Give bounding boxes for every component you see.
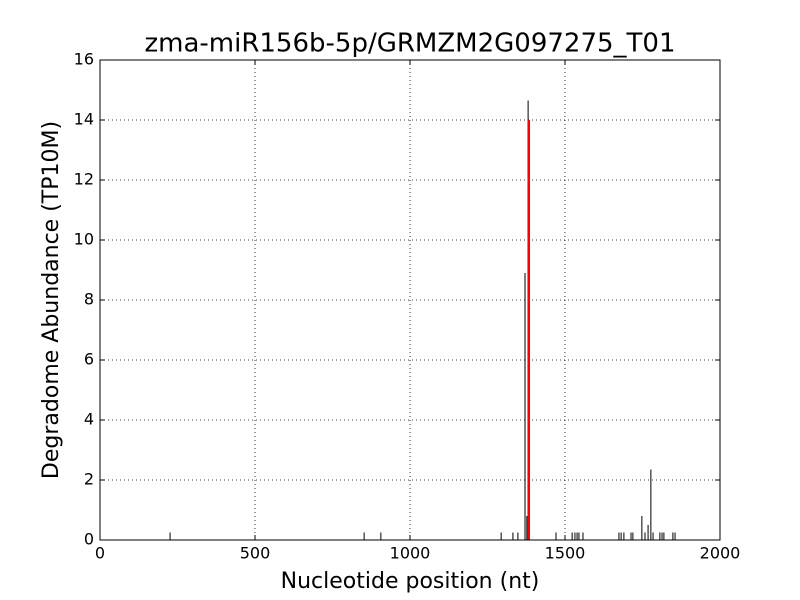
y-tick-label: 16 (74, 50, 94, 69)
x-tick-label: 2000 (700, 544, 741, 563)
x-axis-label: Nucleotide position (nt) (281, 569, 540, 594)
x-tick-label: 1000 (390, 544, 431, 563)
y-tick-label: 4 (84, 410, 94, 429)
x-tick-label: 1500 (545, 544, 586, 563)
y-tick-label: 10 (74, 230, 94, 249)
y-tick-label: 12 (74, 170, 94, 189)
x-tick-label: 0 (95, 544, 105, 563)
plot-frame (99, 59, 721, 541)
y-tick-label: 0 (84, 530, 94, 549)
y-tick-label: 2 (84, 470, 94, 489)
x-tick-label: 500 (240, 544, 271, 563)
y-tick-label: 8 (84, 290, 94, 309)
y-axis-label: Degradome Abundance (TP10M) (39, 121, 64, 479)
chart-title: zma-miR156b-5p/GRMZM2G097275_T01 (144, 29, 675, 59)
y-tick-label: 6 (84, 350, 94, 369)
y-tick-label: 14 (74, 110, 94, 129)
